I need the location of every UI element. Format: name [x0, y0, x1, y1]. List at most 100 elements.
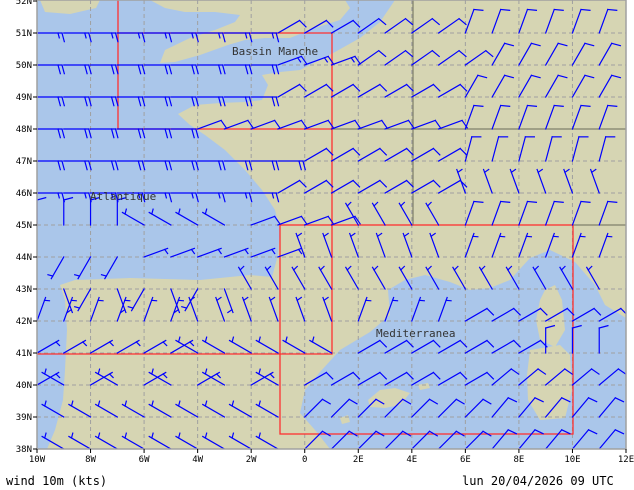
wind-barb [255, 368, 279, 386]
wind-barb [357, 296, 372, 322]
barb-feather-half [350, 56, 355, 63]
barb-staff [277, 179, 301, 194]
wind-barb [410, 371, 441, 386]
barb-staff [437, 119, 463, 130]
wind-barb [303, 215, 335, 226]
wind-barb [411, 119, 442, 130]
wind-barb [571, 104, 591, 130]
wind-barb [464, 49, 494, 66]
wind-barb [196, 371, 222, 386]
barb-staff [437, 147, 462, 162]
barb-staff [148, 435, 172, 449]
wind-barb [410, 339, 441, 354]
barb-feather-half [124, 208, 128, 215]
barb-feather-half [507, 265, 513, 271]
barb-feather-full [530, 42, 541, 47]
wind-barb [509, 168, 520, 194]
wind-barb [201, 336, 226, 354]
barb-staff [425, 266, 440, 290]
barb-feather-full [432, 179, 441, 188]
barb-staff [598, 429, 617, 449]
barb-feather-full [57, 64, 62, 75]
barb-staff [384, 179, 408, 194]
barb-staff [228, 339, 253, 354]
barb-staff [170, 247, 196, 258]
wind-barb [357, 398, 385, 418]
barb-feather-full [352, 371, 361, 380]
wind-barb [116, 32, 146, 43]
wind-barb [371, 201, 386, 226]
barb-feather-full [610, 42, 622, 47]
barb-feather-full [557, 74, 568, 79]
barb-feather-full [327, 55, 335, 65]
barb-staff [121, 435, 145, 449]
wind-barb [143, 128, 173, 139]
barb-feather-full [217, 64, 222, 75]
barb-feather-full [244, 96, 249, 107]
barb-staff [402, 232, 413, 258]
barb-staff [330, 398, 351, 418]
barb-staff [571, 429, 590, 449]
barb-feather-full [473, 200, 484, 203]
wind-barb [41, 400, 65, 418]
barb-staff [268, 296, 279, 322]
wind-barb [250, 371, 275, 386]
barb-staff [175, 211, 199, 226]
wind-barb [491, 74, 515, 98]
barb-feather-full [275, 96, 280, 107]
wind-barb [518, 104, 538, 130]
wind-barb [196, 119, 228, 130]
wind-barb [175, 432, 199, 449]
wind-barb [89, 96, 119, 107]
wind-barb [89, 128, 119, 139]
barb-feather-full [375, 398, 385, 405]
wind-barb [250, 96, 280, 107]
barb-feather-half [215, 373, 222, 379]
barb-feather-full [141, 64, 146, 75]
wind-barb [410, 179, 441, 194]
barb-staff [303, 430, 324, 449]
barb-staff [571, 104, 582, 130]
barb-feather-full [584, 74, 595, 79]
barb-feather-half [110, 192, 114, 199]
barb-feather-half [399, 201, 406, 207]
barb-feather-half [177, 208, 181, 215]
barb-feather-full [486, 339, 495, 348]
barb-feather-full [168, 192, 173, 203]
wind-barb [277, 55, 308, 66]
barb-feather-full [405, 179, 414, 188]
wind-barb [518, 8, 538, 34]
barb-feather-half [457, 168, 463, 174]
barb-staff [464, 200, 475, 226]
barb-feather-full [168, 32, 173, 43]
barb-staff [357, 17, 380, 34]
barb-feather-full [526, 104, 538, 107]
wind-barb [571, 429, 598, 449]
barb-staff [62, 339, 87, 354]
barb-staff [255, 435, 279, 449]
barb-staff [491, 42, 506, 66]
barb-staff [410, 339, 435, 354]
barb-staff [89, 339, 114, 354]
barb-feather-full [557, 42, 568, 47]
barb-staff [37, 296, 47, 322]
wind-barb [116, 196, 127, 226]
barb-feather-half [266, 265, 272, 271]
barb-feather-full [512, 339, 521, 348]
wind-barb [37, 96, 66, 107]
x-tick-label: 10E [564, 455, 580, 465]
barb-feather-half [426, 265, 432, 271]
barb-staff [491, 397, 510, 418]
barb-staff [544, 397, 563, 418]
wind-barb [63, 128, 92, 139]
x-tick-label: 8E [513, 455, 524, 465]
barb-staff [518, 307, 542, 322]
barb-feather-full [348, 398, 358, 405]
wind-barb [491, 8, 511, 34]
barb-feather-full [325, 179, 334, 188]
barb-staff [532, 266, 547, 290]
wind-barb [63, 288, 74, 314]
wind-barb [598, 397, 625, 418]
